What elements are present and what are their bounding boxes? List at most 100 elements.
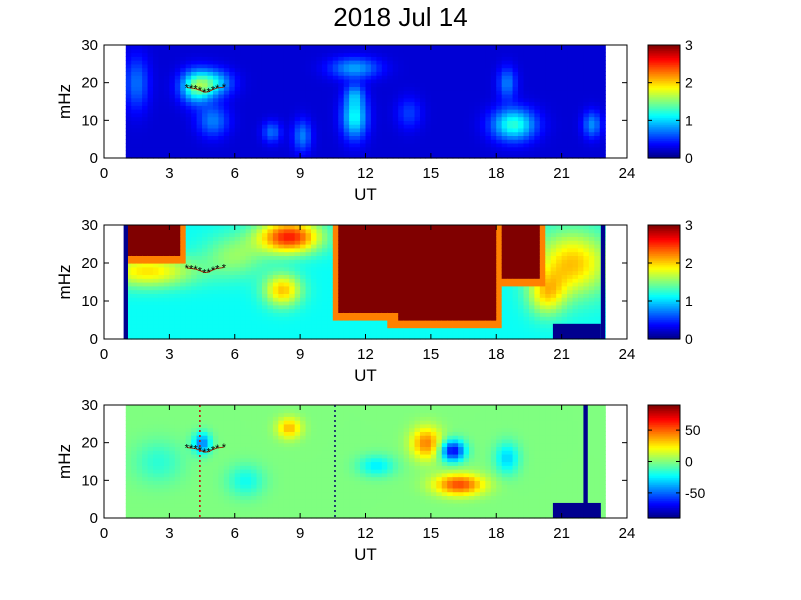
heatmap-cell xyxy=(403,308,410,313)
heatmap-cell xyxy=(300,236,307,241)
heatmap-cell xyxy=(343,97,350,103)
heatmap-cell xyxy=(496,78,503,84)
heatmap-cell xyxy=(430,251,437,256)
heatmap-cell xyxy=(452,52,459,57)
heatmap-cell xyxy=(256,274,263,279)
heatmap-cell xyxy=(561,112,568,118)
heatmap-cell xyxy=(376,116,383,121)
heatmap-cell xyxy=(507,116,514,121)
heatmap-cell xyxy=(158,282,165,287)
heatmap-cell xyxy=(223,97,230,103)
heatmap-cell xyxy=(387,263,394,268)
heatmap-cell xyxy=(338,116,345,121)
heatmap-cell xyxy=(381,90,388,95)
heatmap-cell xyxy=(360,301,367,306)
heatmap-cell xyxy=(327,90,334,95)
heatmap-cell xyxy=(523,323,530,329)
heatmap-cell xyxy=(136,293,143,298)
heatmap-cell xyxy=(539,82,546,88)
heatmap-cell xyxy=(387,150,394,155)
heatmap-cell xyxy=(223,247,230,253)
heatmap-cell xyxy=(169,67,176,72)
heatmap-cell xyxy=(321,78,328,84)
heatmap-cell xyxy=(196,60,203,65)
heatmap-cell xyxy=(479,304,486,310)
heatmap-cell xyxy=(425,146,432,152)
heatmap-cell xyxy=(153,285,160,291)
heatmap-cell xyxy=(261,116,269,121)
heatmap-cell xyxy=(539,97,546,103)
heatmap-cell xyxy=(207,101,214,106)
heatmap-cell xyxy=(370,285,377,291)
heatmap-cell xyxy=(229,331,236,336)
heatmap-cell xyxy=(539,109,546,114)
heatmap-cell xyxy=(452,323,459,329)
heatmap-cell xyxy=(501,293,508,298)
heatmap-cell xyxy=(474,154,481,159)
heatmap-cell xyxy=(577,150,585,155)
heatmap-cell xyxy=(272,263,279,268)
heatmap-cell xyxy=(588,139,595,144)
heatmap-cell xyxy=(376,124,383,129)
heatmap-cell xyxy=(485,139,492,144)
heatmap-cell xyxy=(125,320,132,325)
heatmap-cell xyxy=(365,293,372,298)
heatmap-cell xyxy=(207,109,214,114)
heatmap-cell xyxy=(202,93,209,99)
heatmap-cell xyxy=(212,135,220,140)
heatmap-cell xyxy=(267,78,274,84)
heatmap-cell xyxy=(327,316,334,321)
heatmap-cell xyxy=(125,60,132,65)
heatmap-cell xyxy=(381,297,388,302)
heatmap-cell xyxy=(169,124,176,129)
heatmap-cell xyxy=(147,301,154,306)
heatmap-cell xyxy=(311,282,318,287)
heatmap-cell xyxy=(507,146,514,152)
heatmap-cell xyxy=(229,266,236,272)
heatmap-cell xyxy=(321,316,328,321)
heatmap-cell xyxy=(490,60,497,65)
heatmap-cell xyxy=(567,78,574,84)
heatmap-cell xyxy=(142,93,149,99)
heatmap-cell xyxy=(267,67,274,72)
heatmap-cell xyxy=(267,109,274,114)
heatmap-cell xyxy=(436,71,443,76)
heatmap-cell xyxy=(305,285,312,291)
colorbar-step xyxy=(648,90,680,94)
heatmap-cell xyxy=(251,101,258,106)
heatmap-cell xyxy=(354,48,361,54)
heatmap-cell xyxy=(567,82,574,88)
heatmap-cell xyxy=(163,331,170,336)
heatmap-cell xyxy=(419,335,427,340)
heatmap-cell xyxy=(251,274,258,279)
heatmap-cell xyxy=(283,225,290,230)
heatmap-cell xyxy=(507,251,514,256)
heatmap-cell xyxy=(409,146,416,152)
heatmap-cell xyxy=(261,335,269,340)
heatmap-cell xyxy=(425,293,432,298)
heatmap-cell xyxy=(474,278,481,283)
heatmap-cell xyxy=(398,60,405,65)
heatmap-cell xyxy=(485,259,492,264)
heatmap-cell xyxy=(202,116,209,121)
heatmap-cell xyxy=(256,131,263,136)
heatmap-cell xyxy=(316,101,323,106)
heatmap-cell xyxy=(125,67,132,72)
heatmap-cell xyxy=(523,142,530,148)
heatmap-cell xyxy=(430,78,437,84)
heatmap-cell xyxy=(534,116,541,121)
heatmap-cell xyxy=(207,116,214,121)
heatmap-cell xyxy=(321,146,328,152)
heatmap-cell xyxy=(218,293,225,298)
heatmap-cell xyxy=(414,225,421,230)
heatmap-cell xyxy=(365,278,372,283)
heatmap-cell xyxy=(305,308,312,313)
heatmap-cell xyxy=(300,101,307,106)
heatmap-cell xyxy=(436,124,443,129)
heatmap-cell xyxy=(409,52,416,57)
heatmap-cell xyxy=(163,67,170,72)
heatmap-cell xyxy=(142,266,149,272)
heatmap-cell xyxy=(452,109,459,114)
heatmap-cell xyxy=(577,67,585,72)
heatmap-cell xyxy=(501,127,508,133)
